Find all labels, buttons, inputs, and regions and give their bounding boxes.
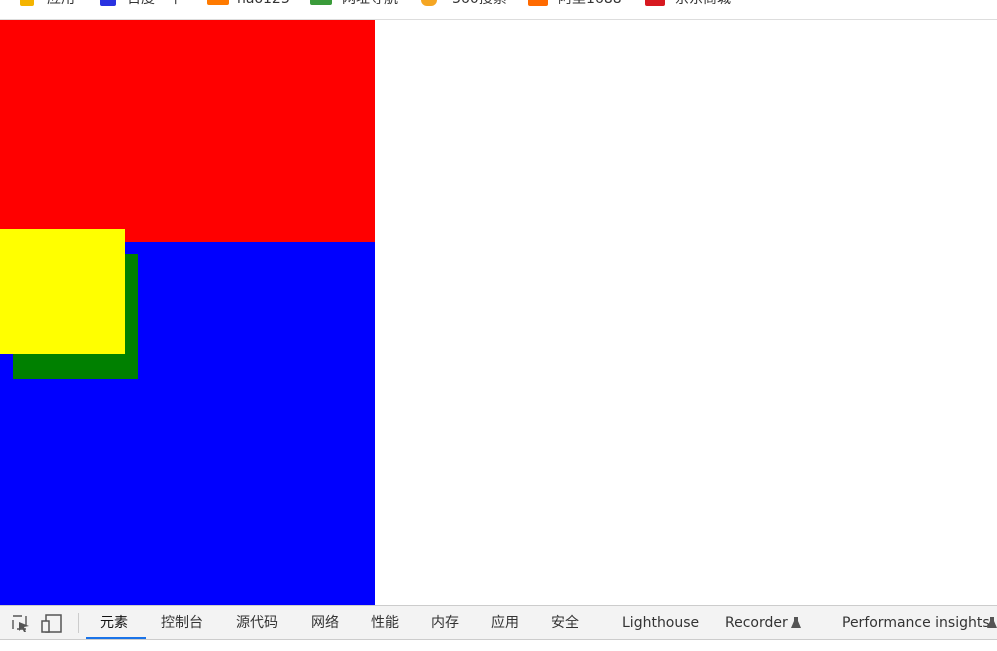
- tab[interactable]: 应用: [491, 615, 519, 631]
- divider: [78, 613, 79, 633]
- bookmark-icon: [310, 0, 332, 5]
- bookmark[interactable]: 阿里1688: [558, 0, 622, 9]
- bookmark-icon: [528, 0, 548, 6]
- tab[interactable]: Recorder: [725, 615, 788, 631]
- selected-tab-underline: [86, 637, 146, 639]
- bookmark[interactable]: 360搜索: [452, 0, 507, 9]
- tab[interactable]: Performance insights: [842, 615, 990, 631]
- bookmark[interactable]: 京东商城: [675, 0, 731, 9]
- bookmark[interactable]: 网址导航: [342, 0, 398, 9]
- flask-icon: [987, 617, 997, 628]
- bookmark-icon: [421, 0, 437, 6]
- bookmark-icon: [20, 0, 34, 6]
- bookmark[interactable]: 应用: [47, 0, 75, 9]
- tab[interactable]: 控制台: [161, 615, 203, 631]
- tab[interactable]: 性能: [371, 615, 399, 631]
- tab[interactable]: 元素: [100, 615, 128, 631]
- tab[interactable]: 网络: [311, 615, 339, 631]
- red-box: [0, 20, 375, 242]
- flask-icon: [791, 617, 801, 628]
- yellow-box: [0, 229, 125, 354]
- bookmark[interactable]: hao123: [237, 0, 290, 9]
- bookmarks-bar: 应用 百度一下 hao123 网址导航 360搜索 阿里1688 京东商城: [0, 0, 997, 20]
- devtools-icons[interactable]: [12, 614, 72, 634]
- tab[interactable]: 源代码: [236, 615, 278, 631]
- bookmark-icon: [207, 0, 229, 5]
- bookmark-icon: [100, 0, 116, 6]
- devtools-tabbar: [0, 605, 997, 640]
- tab[interactable]: 安全: [551, 615, 579, 631]
- bookmark[interactable]: 百度一下: [127, 0, 183, 9]
- tab[interactable]: 内存: [431, 615, 459, 631]
- bookmark-icon: [645, 0, 665, 6]
- tab[interactable]: Lighthouse: [622, 615, 700, 631]
